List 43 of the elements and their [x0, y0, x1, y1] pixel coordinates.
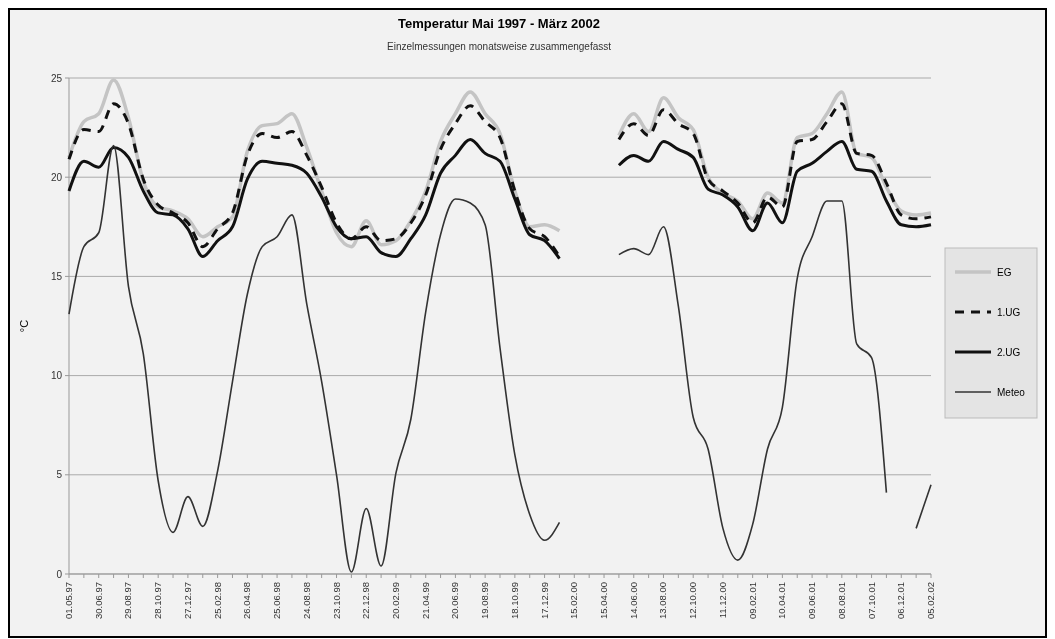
y-tick-label: 25 — [50, 72, 63, 84]
x-tick-label: 24.08.98 — [300, 582, 312, 619]
chart-subtitle: Einzelmessungen monatsweise zusammengefasst — [387, 41, 612, 52]
x-tick-label: 15.04.00 — [598, 582, 610, 619]
x-tick-label: 13.08.00 — [657, 582, 669, 619]
x-tick-label: 10.04.01 — [776, 582, 788, 619]
x-tick-label: 09.06.01 — [806, 582, 818, 619]
x-tick-label: 19.08.99 — [479, 582, 491, 619]
x-tick-label: 23.10.98 — [330, 582, 342, 619]
x-tick-label: 29.08.97 — [122, 582, 134, 619]
x-tick-label: 01.05.97 — [63, 582, 74, 619]
y-tick-label: 5 — [56, 469, 63, 481]
x-tick-label: 21.04.99 — [419, 582, 431, 619]
legend-label: 2.UG — [997, 346, 1021, 358]
chart-title: Temperatur Mai 1997 - März 2002 — [397, 16, 601, 31]
x-tick-label: 17.12.99 — [538, 582, 550, 619]
x-tick-label: 27.12.97 — [181, 582, 193, 619]
x-tick-label: 06.12.01 — [895, 582, 907, 619]
x-tick-label: 26.04.98 — [241, 582, 253, 619]
x-tick-label: 20.06.99 — [449, 582, 461, 619]
x-tick-label: 20.02.99 — [389, 582, 401, 619]
x-tick-label: 22.12.98 — [360, 582, 372, 619]
y-tick-label: 15 — [50, 270, 63, 282]
legend-label: 1.UG — [997, 306, 1021, 318]
x-tick-label: 14.06.00 — [627, 582, 639, 619]
x-tick-label: 11.12.00 — [716, 582, 728, 619]
x-tick-label: 12.10.00 — [687, 582, 699, 619]
x-tick-label: 15.02.00 — [568, 582, 580, 619]
x-tick-label: 28.10.97 — [152, 582, 164, 619]
x-tick-label: 18.10.99 — [508, 582, 520, 619]
x-tick-label: 07.10.01 — [865, 582, 877, 619]
y-tick-label: 20 — [50, 171, 63, 183]
x-tick-label: 08.08.01 — [835, 582, 847, 619]
y-tick-label: 0 — [56, 568, 63, 580]
x-tick-label: 25.02.98 — [211, 582, 223, 619]
x-tick-label: 25.06.98 — [271, 582, 283, 619]
x-tick-label: 30.06.97 — [92, 582, 104, 619]
legend-label: Meteo — [997, 386, 1026, 398]
x-tick-label: 05.02.02 — [925, 582, 936, 619]
y-tick-label: 10 — [50, 370, 63, 382]
x-tick-label: 09.02.01 — [746, 582, 758, 619]
legend-label: EG — [997, 266, 1012, 278]
y-axis-title: °C — [18, 319, 30, 333]
